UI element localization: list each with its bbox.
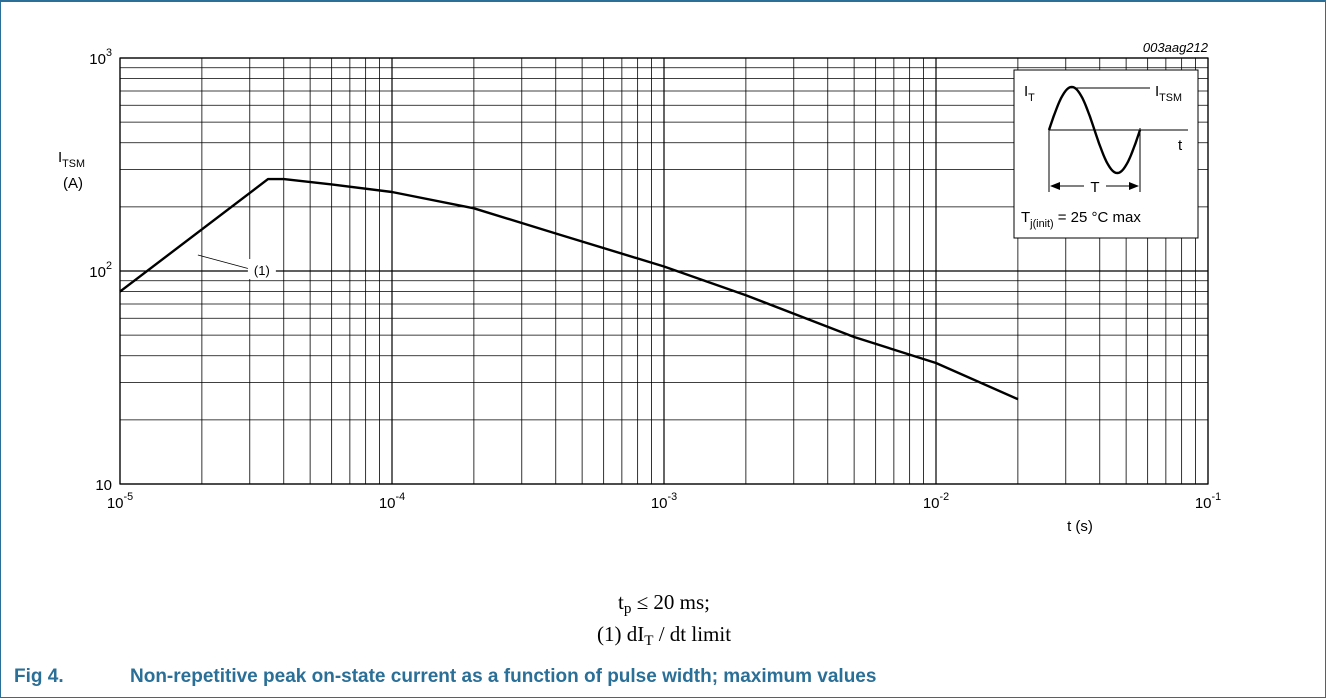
caption-label: Fig 4. — [14, 666, 64, 687]
caption-text: Non-repetitive peak on-state current as … — [130, 666, 877, 687]
x-axis-label: t (s) — [1067, 518, 1093, 535]
inset-period-label: T — [1090, 179, 1099, 196]
inset-it-label: IT — [1024, 83, 1035, 104]
x-tick-label: 10-2 — [923, 491, 949, 512]
chart-inset: T IT ITSM t Tj(init) = 25 °C max — [1013, 69, 1199, 239]
chart-axes — [119, 57, 1209, 485]
annotation-bg — [247, 259, 276, 279]
inset-arrowhead-right — [1129, 182, 1139, 190]
plot-area-border — [119, 57, 1209, 485]
y-tick-label: 102 — [89, 260, 112, 281]
chart-annotations: (1) — [197, 254, 276, 279]
inset-tj-label: Tj(init) = 25 °C max — [1021, 209, 1141, 230]
annotation-label: (1) — [254, 263, 270, 278]
x-tick-label: 10-1 — [1195, 491, 1221, 512]
annotation-leader — [197, 254, 250, 270]
inset-sine-wave — [1047, 85, 1142, 175]
inset-t-label: t — [1178, 137, 1183, 154]
x-tick-label: 10-5 — [107, 491, 133, 512]
y-tick-label: 103 — [89, 47, 112, 68]
inset-box — [1013, 69, 1199, 239]
chart-series — [119, 177, 1019, 401]
note-line-2: (1) dIT / dt limit — [596, 622, 732, 649]
y-axis-unit: (A) — [63, 175, 83, 192]
figure-id: 003aag212 — [1143, 40, 1209, 55]
y-axis-label: ITSM — [58, 149, 85, 170]
y-tick-label: 10 — [95, 477, 112, 494]
note-line-1: tp ≤ 20 ms; — [617, 590, 711, 617]
x-tick-label: 10-3 — [651, 491, 677, 512]
series-line — [119, 177, 1019, 401]
inset-itsm-label: ITSM — [1155, 83, 1182, 104]
x-tick-label: 10-4 — [379, 491, 405, 512]
figure-caption: Fig 4. Non-repetitive peak on-state curre… — [14, 666, 876, 688]
inset-arrowhead-left — [1050, 182, 1060, 190]
tick-labels: 10-5 10-4 10-3 10-2 10-1 10 102 103 t (s) ITSM (A)… — [58, 40, 1221, 535]
